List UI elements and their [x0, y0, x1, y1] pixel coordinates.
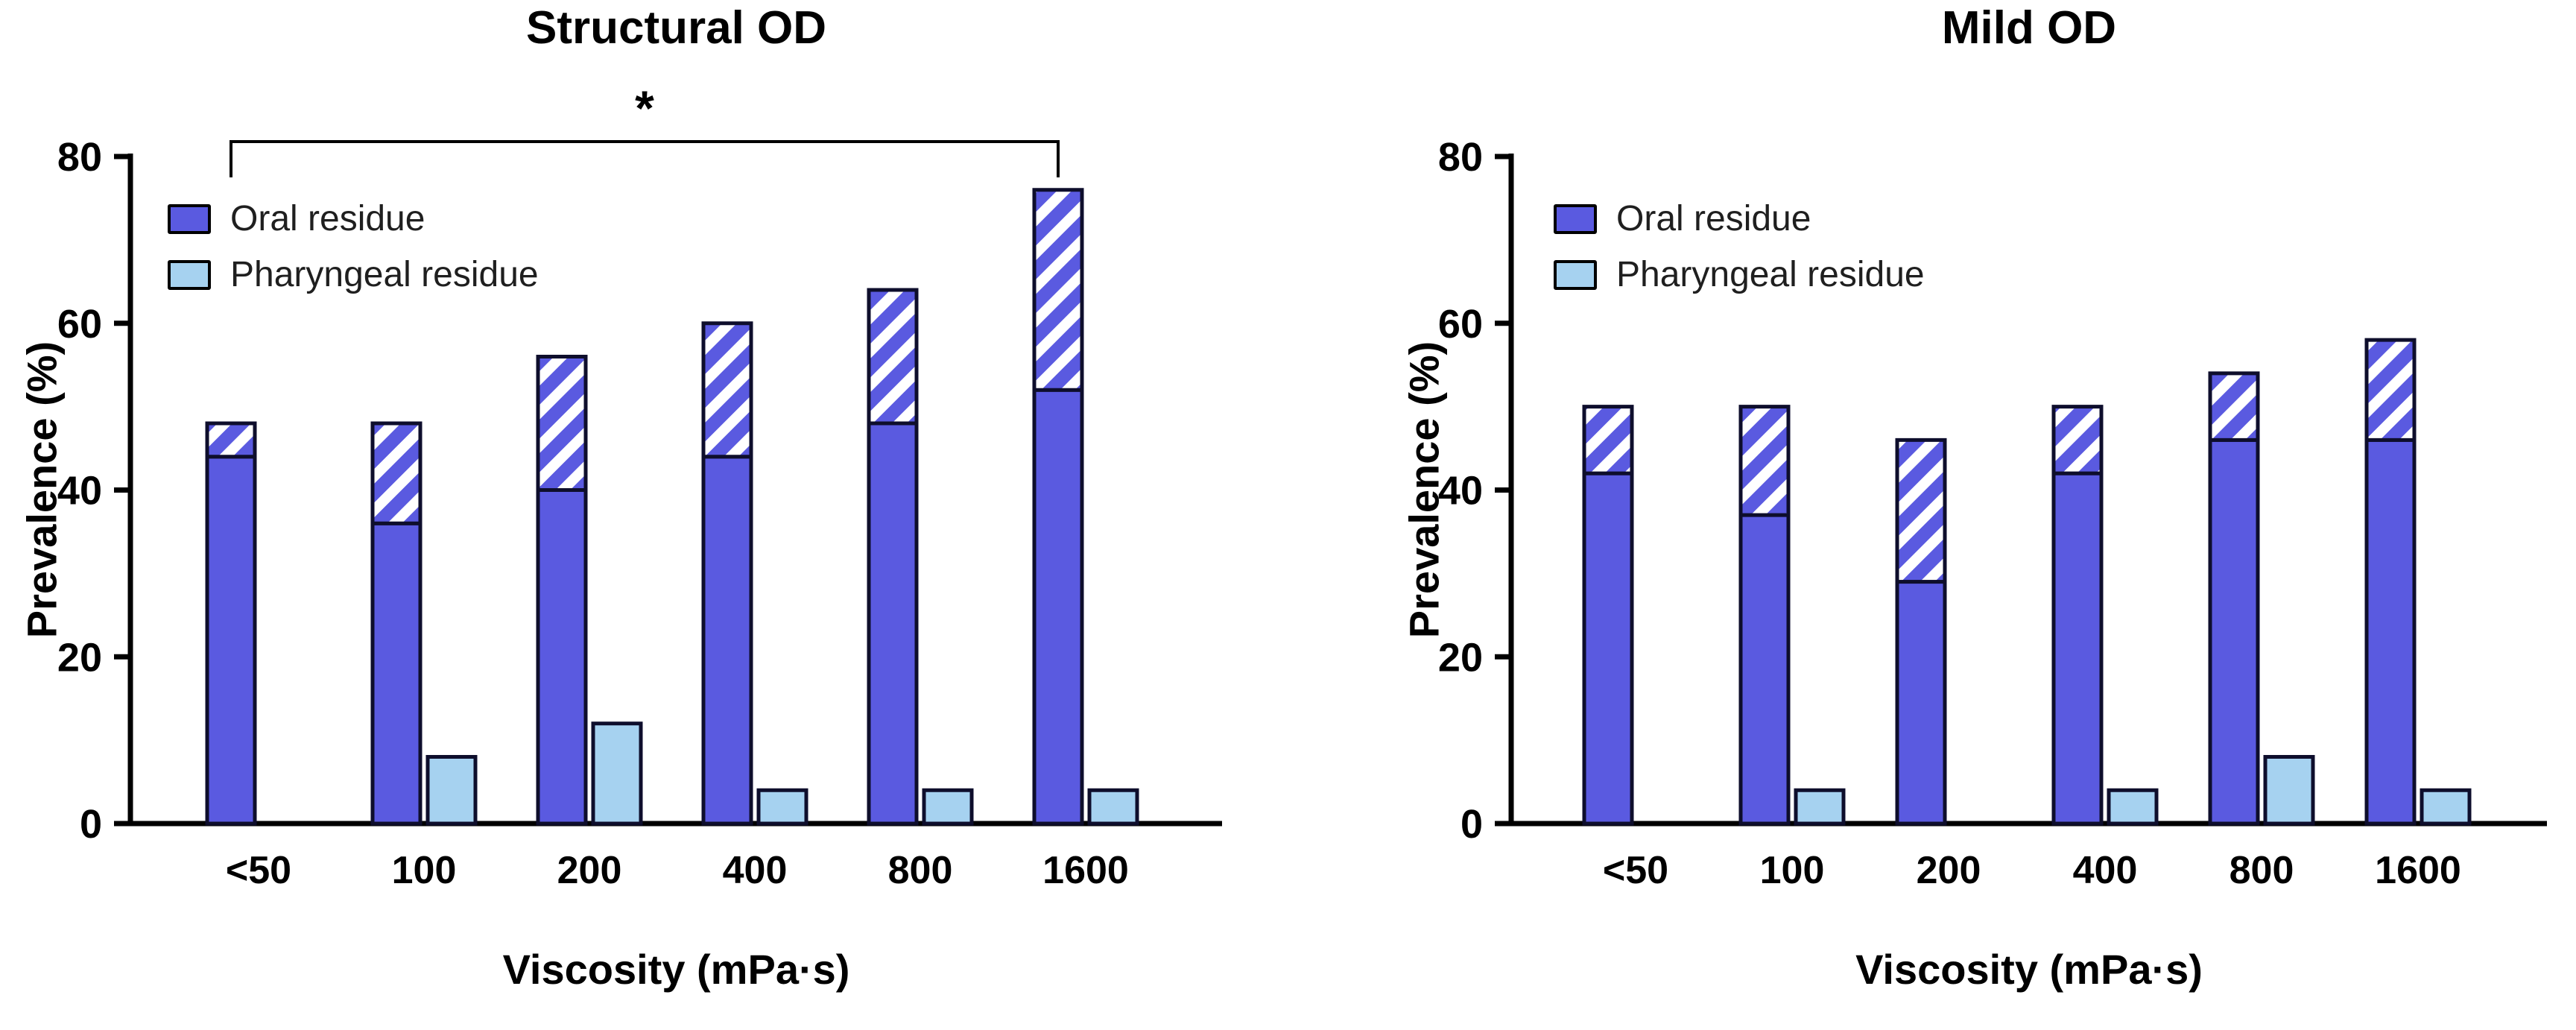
x-tick-label: 800	[888, 849, 953, 892]
x-tick-label: 800	[2230, 849, 2294, 892]
y-tick-label: 20	[1438, 635, 1483, 680]
x-tick-label: 100	[392, 849, 457, 892]
plot-mild-od: 0 20 40 60 80 <50 100 200 400 800 1600	[1438, 135, 2547, 892]
bar-oral-hatched	[1032, 188, 1084, 392]
legend-label-oral-residue: Oral residue	[1616, 199, 1811, 238]
bar-oral-solid	[701, 455, 753, 826]
legend-item-pharyngeal-residue: Pharyngeal residue	[168, 254, 539, 295]
bar-oral-hatched	[2051, 405, 2104, 475]
x-tick-label: 1600	[2375, 849, 2461, 892]
x-axis-label: Viscosity (mPa·s)	[502, 946, 850, 993]
legend-label-pharyngeal-residue: Pharyngeal residue	[1616, 255, 1925, 294]
legend: Oral residue Pharyngeal residue	[1554, 198, 1925, 295]
bar-oral-hatched	[1582, 405, 1634, 475]
chart-title-structural-od: Structural OD	[525, 2, 827, 54]
legend-label-oral-residue: Oral residue	[230, 199, 425, 238]
bar-oral-solid	[1582, 471, 1634, 826]
bar-pharyngeal	[2263, 755, 2315, 826]
x-tick-label: 400	[2073, 849, 2138, 892]
x-axis-label: Viscosity (mPa·s)	[1855, 946, 2203, 993]
y-tick-label: 40	[57, 469, 102, 514]
bar-oral-hatched	[205, 421, 257, 459]
x-tick-label: 100	[1760, 849, 1825, 892]
x-tick-label: 200	[557, 849, 622, 892]
bar-oral-solid	[1032, 388, 1084, 826]
y-tick-label: 0	[80, 802, 102, 847]
bar-oral-hatched	[1895, 437, 1947, 584]
bar-pharyngeal	[591, 721, 643, 826]
x-tick-label: 400	[723, 849, 788, 892]
bar-oral-solid	[1895, 580, 1947, 826]
y-tick-label: 80	[57, 135, 102, 180]
bar-oral-solid	[2051, 471, 2104, 826]
bar-oral-hatched	[370, 421, 423, 525]
legend-swatch-pharyngeal-residue	[168, 259, 211, 290]
bar-pharyngeal	[2420, 788, 2472, 826]
bar-oral-hatched	[536, 355, 588, 492]
legend-swatch-oral-residue	[168, 203, 211, 234]
legend: Oral residue Pharyngeal residue	[168, 198, 539, 295]
bar-pharyngeal	[1087, 788, 1139, 826]
legend-item-oral-residue: Oral residue	[1554, 198, 1925, 239]
legend-item-pharyngeal-residue: Pharyngeal residue	[1554, 254, 1925, 295]
chart-panel-structural-od: Structural OD Prevalence (%) Viscosity (…	[19, 2, 1222, 993]
legend-item-oral-residue: Oral residue	[168, 198, 539, 239]
chart-title-mild-od: Mild OD	[1941, 2, 2117, 54]
chart-panel-mild-od: Mild OD Prevalence (%) Viscosity (mPa·s)…	[1288, 0, 2575, 1030]
legend-label-pharyngeal-residue: Pharyngeal residue	[230, 255, 539, 294]
plot-structural-od: 0 20 40 60 80 <50 100 200 400 800 1600 *	[57, 80, 1222, 892]
bar-pharyngeal	[1794, 788, 1846, 826]
bar-oral-hatched	[701, 321, 753, 459]
x-tick-label: 200	[1917, 849, 1981, 892]
x-tick-label: 1600	[1042, 849, 1129, 892]
legend-swatch-oral-residue	[1554, 203, 1597, 234]
bar-oral-solid	[867, 421, 919, 826]
legend-swatch-pharyngeal-residue	[1554, 259, 1597, 290]
bar-oral-solid	[2364, 437, 2417, 826]
bar-oral-solid	[370, 521, 423, 826]
bar-oral-hatched	[2364, 338, 2417, 442]
bar-oral-solid	[205, 455, 257, 826]
x-tick-label: <50	[226, 849, 291, 892]
y-tick-label: 0	[1461, 802, 1483, 847]
bar-oral-solid	[1738, 513, 1791, 826]
bar-pharyngeal	[756, 788, 808, 826]
bar-oral-solid	[2208, 437, 2260, 826]
bar-pharyngeal	[2107, 788, 2159, 826]
bar-pharyngeal	[922, 788, 974, 826]
y-tick-label: 80	[1438, 135, 1483, 180]
bar-oral-hatched	[1738, 405, 1791, 517]
significance-asterisk: *	[635, 80, 654, 136]
y-tick-label: 40	[1438, 469, 1483, 514]
bar-pharyngeal	[425, 755, 478, 826]
y-tick-label: 60	[57, 302, 102, 347]
bar-oral-solid	[536, 488, 588, 826]
bar-oral-hatched	[2208, 371, 2260, 442]
y-tick-label: 60	[1438, 302, 1483, 347]
x-tick-label: <50	[1603, 849, 1668, 892]
y-tick-label: 20	[57, 635, 102, 680]
bar-oral-hatched	[867, 288, 919, 426]
significance-bracket	[230, 140, 1060, 177]
